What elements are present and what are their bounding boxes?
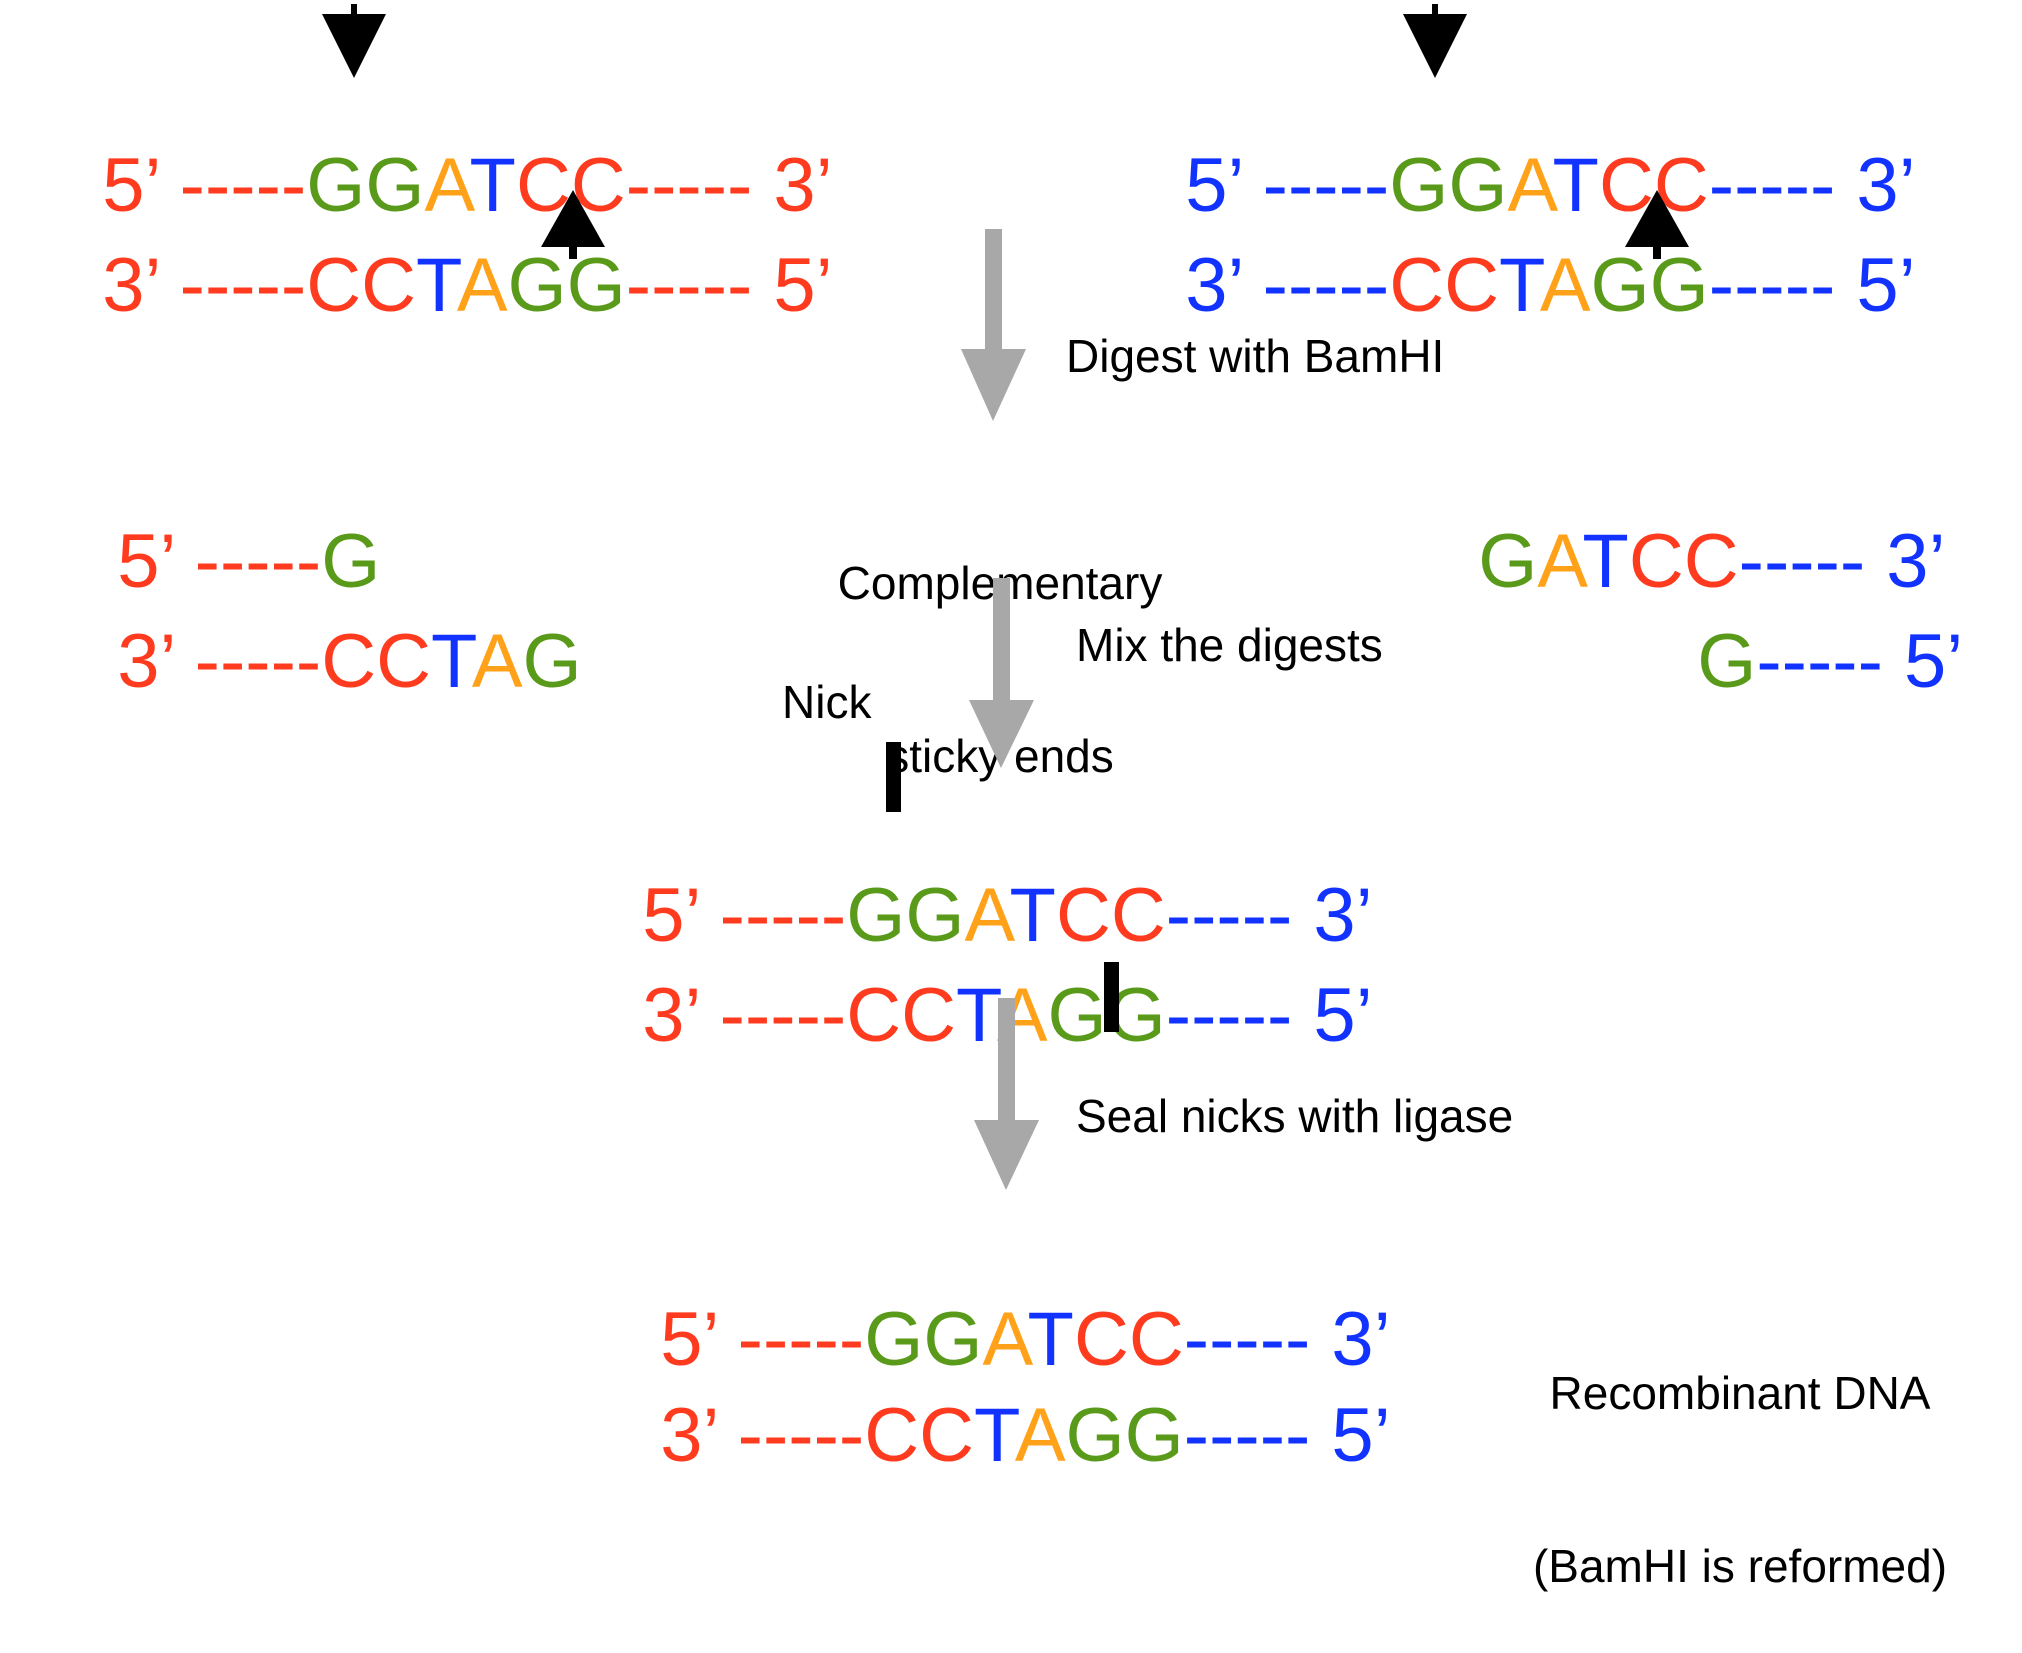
strand-end: 5’ ----- xyxy=(117,519,322,604)
base-a: A xyxy=(456,243,508,328)
left-fragment-top: 5’ -----G xyxy=(75,448,380,600)
strand-end: 5’ ----- xyxy=(642,873,847,958)
base-c: C xyxy=(1444,243,1500,328)
strand-end: ----- 5’ xyxy=(1165,973,1373,1058)
right-fragment-top: GATCC----- 3’ xyxy=(1436,448,1945,600)
base-g: G xyxy=(306,143,366,228)
strand-end: 5’ ----- xyxy=(1185,143,1390,228)
base-g: G xyxy=(846,873,906,958)
base-c: C xyxy=(1389,243,1445,328)
annealed-strand-top: 5’ -----GGATCC----- 3’ xyxy=(600,802,1372,954)
base-g: G xyxy=(1389,143,1449,228)
base-g: G xyxy=(1697,619,1757,704)
annealed-strand-bottom: 3’ -----CCTAGG----- 5’ xyxy=(600,902,1372,1054)
cut-marker-up-left xyxy=(541,190,605,259)
top-left-strand-bottom: 3’ -----CCTAGG----- 5’ xyxy=(60,172,832,324)
base-a: A xyxy=(1537,519,1583,604)
top-right-strand-top: 5’ -----GGATCC----- 3’ xyxy=(1143,72,1915,224)
nick-marker-bottom xyxy=(1104,962,1119,1032)
left-fragment-bottom: 3’ -----CCTAG xyxy=(75,548,581,700)
strand-end: ----- 5’ xyxy=(625,243,833,328)
strand-end: ----- 3’ xyxy=(625,143,833,228)
base-c: C xyxy=(361,243,417,328)
base-t: T xyxy=(1552,143,1599,228)
sticky-ends-line-2: sticky ends xyxy=(886,729,1114,782)
base-c: C xyxy=(1128,1297,1184,1382)
diagram-graphics xyxy=(322,4,1689,1190)
base-c: C xyxy=(901,973,957,1058)
base-g: G xyxy=(321,519,381,604)
base-g: G xyxy=(1649,243,1709,328)
cut-marker-down-right xyxy=(1403,4,1467,78)
base-c: C xyxy=(846,973,902,1058)
digest-arrow xyxy=(961,229,1026,421)
base-c: C xyxy=(1598,143,1654,228)
base-g: G xyxy=(1047,973,1107,1058)
base-c: C xyxy=(1110,873,1166,958)
top-right-strand-bottom: 3’ -----CCTAGG----- 5’ xyxy=(1143,172,1915,324)
base-g: G xyxy=(365,143,425,228)
strand-end: ----- 5’ xyxy=(1708,243,1916,328)
strand-end: 3’ ----- xyxy=(1185,243,1390,328)
base-c: C xyxy=(1073,1297,1129,1382)
nick-label: Nick xyxy=(782,676,872,728)
base-t: T xyxy=(1027,1297,1074,1382)
base-g: G xyxy=(566,243,626,328)
base-a: A xyxy=(1539,243,1591,328)
base-c: C xyxy=(306,243,362,328)
strand-end: 3’ ----- xyxy=(102,243,307,328)
base-c: C xyxy=(321,619,377,704)
base-t: T xyxy=(469,143,516,228)
strand-end: 5’ ----- xyxy=(660,1297,865,1382)
base-t: T xyxy=(1582,519,1629,604)
strand-end: 3’ ----- xyxy=(117,619,322,704)
mix-label: Mix the digests xyxy=(1076,619,1383,671)
base-g: G xyxy=(1478,519,1538,604)
base-a: A xyxy=(964,873,1010,958)
digest-label: Digest with BamHI xyxy=(1066,330,1445,382)
cut-marker-up-right xyxy=(1625,190,1689,259)
strand-end: 5’ ----- xyxy=(102,143,307,228)
cut-marker-down-left xyxy=(322,4,386,78)
seal-arrow xyxy=(974,998,1039,1190)
strand-end: ----- 3’ xyxy=(1183,1297,1391,1382)
base-a: A xyxy=(471,619,523,704)
right-fragment-bottom: G----- 5’ xyxy=(1655,548,1963,700)
strand-end: ----- 3’ xyxy=(1738,519,1946,604)
base-g: G xyxy=(1448,143,1508,228)
base-g: G xyxy=(923,1297,983,1382)
base-t: T xyxy=(956,973,997,1058)
base-g: G xyxy=(507,243,567,328)
recombinant-label-line-2: (BamHI is reformed) xyxy=(1532,1539,1948,1592)
seal-label: Seal nicks with ligase xyxy=(1076,1090,1514,1142)
base-a: A xyxy=(982,1297,1028,1382)
recombinant-strand-top: 5’ -----GGATCC----- 3’ xyxy=(618,1226,1390,1378)
base-t: T xyxy=(1499,243,1540,328)
base-g: G xyxy=(522,619,582,704)
base-t: T xyxy=(431,619,472,704)
strand-end: 3’ ----- xyxy=(642,973,847,1058)
base-c: C xyxy=(376,619,432,704)
base-c: C xyxy=(1683,519,1739,604)
base-g: G xyxy=(864,1297,924,1382)
top-left-strand-top: 5’ -----GGATCC----- 3’ xyxy=(60,72,832,224)
nick-marker-top xyxy=(886,742,901,812)
base-c: C xyxy=(1628,519,1684,604)
base-a: A xyxy=(424,143,470,228)
strand-end: ----- 3’ xyxy=(1165,873,1373,958)
base-g: G xyxy=(1590,243,1650,328)
strand-end: ----- 5’ xyxy=(1756,619,1964,704)
base-t: T xyxy=(1009,873,1056,958)
base-t: T xyxy=(416,243,457,328)
base-g: G xyxy=(905,873,965,958)
base-c: C xyxy=(1055,873,1111,958)
strand-end: ----- 3’ xyxy=(1708,143,1916,228)
base-a: A xyxy=(1507,143,1553,228)
mix-arrow xyxy=(969,578,1034,768)
